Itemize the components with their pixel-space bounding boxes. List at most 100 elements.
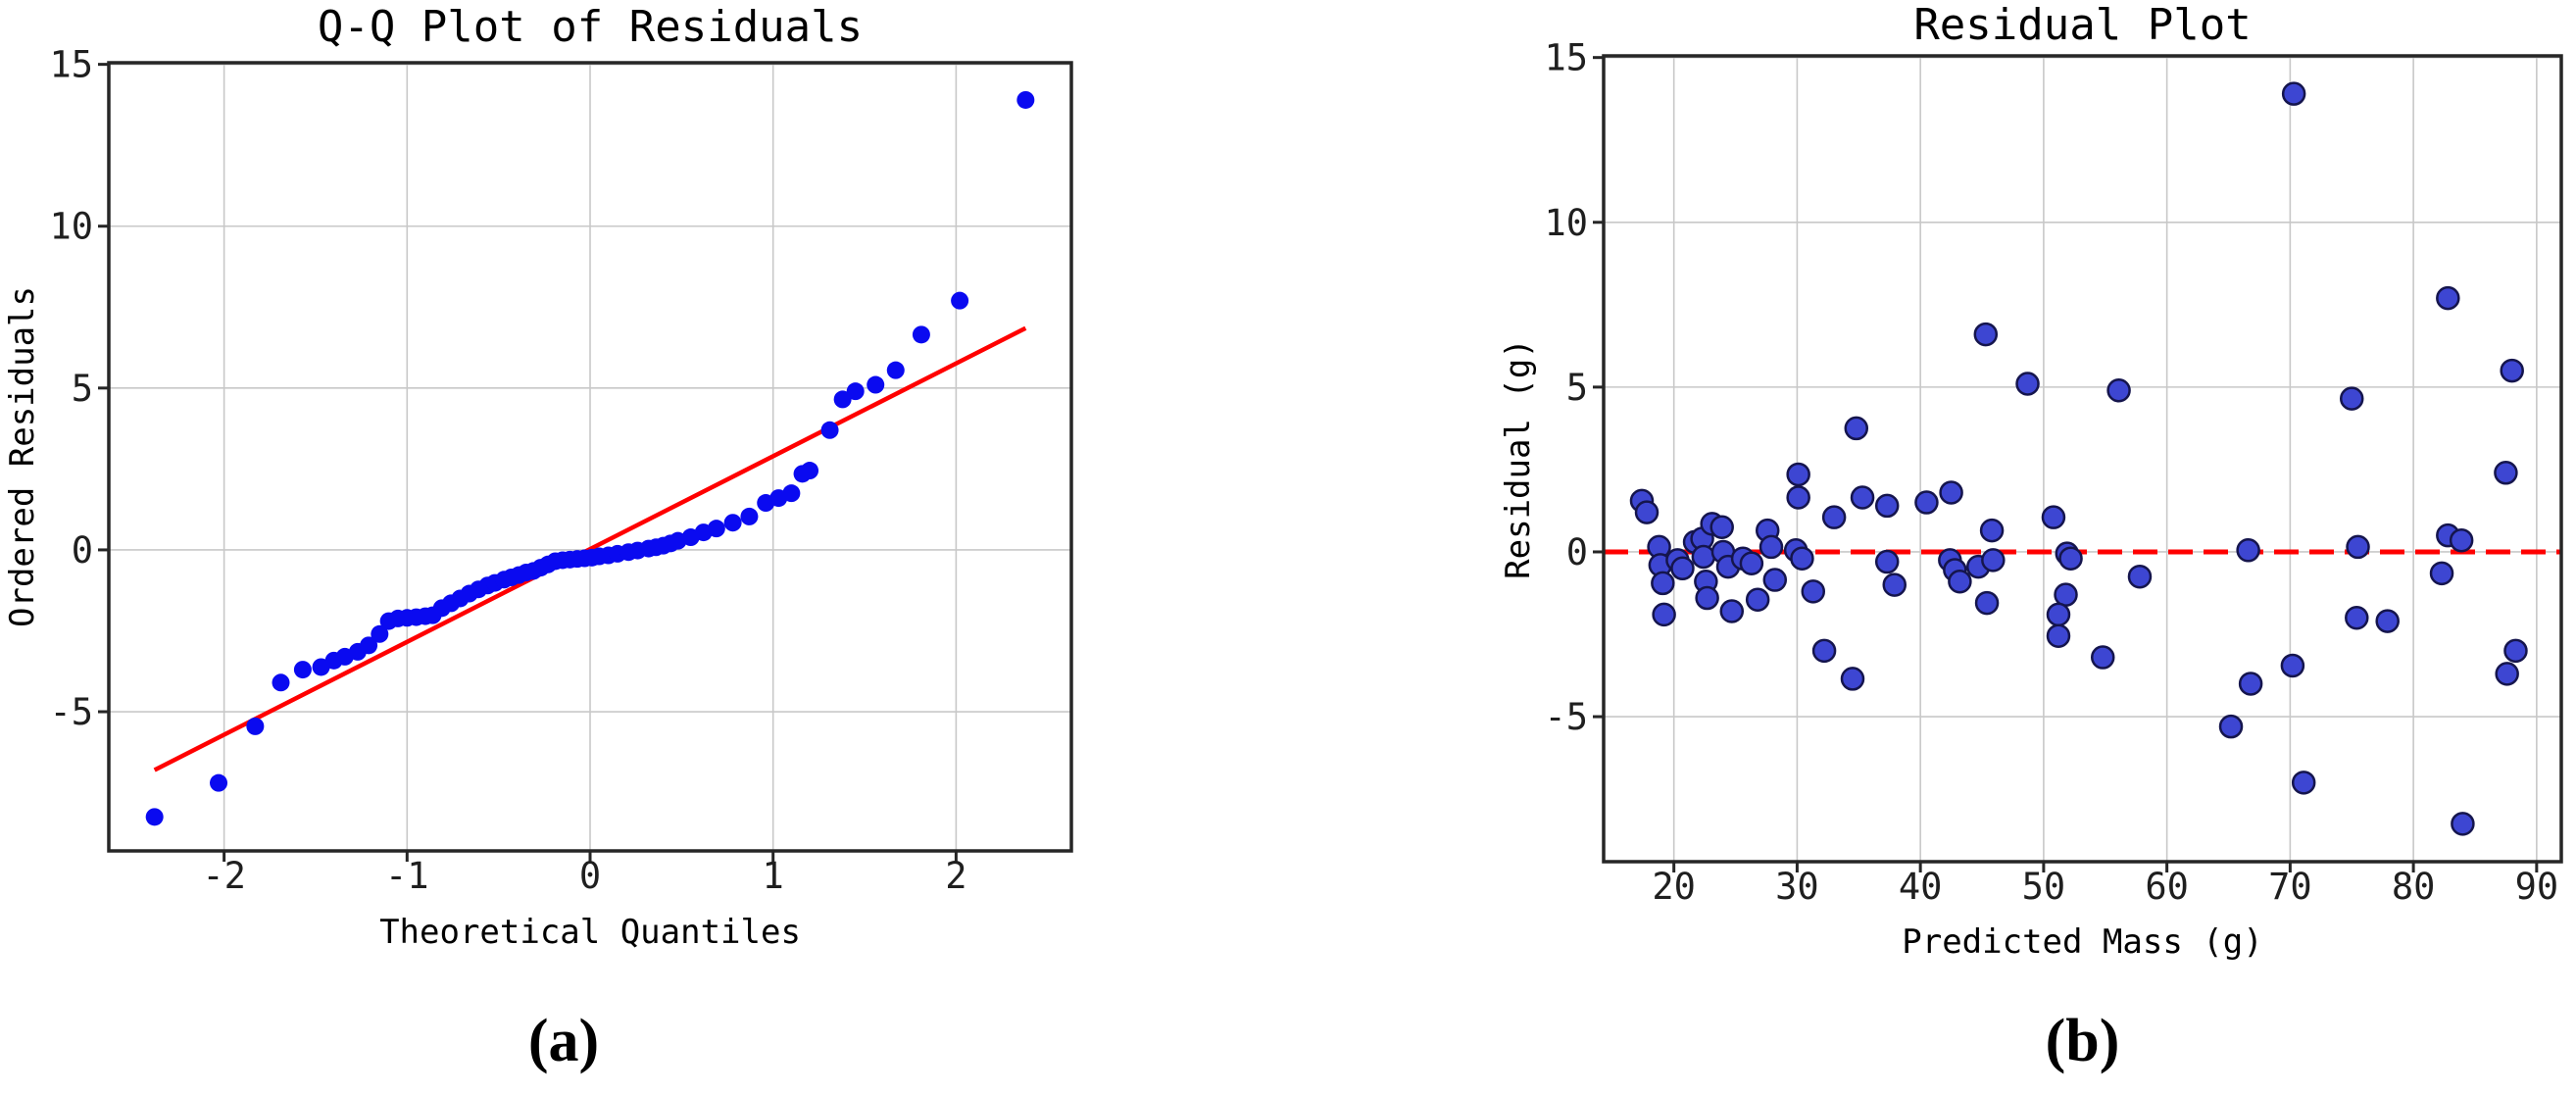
scatter-point [2451, 812, 2475, 836]
scatter-point [1719, 599, 1745, 623]
scatter-point [2503, 638, 2528, 664]
x-tick-label: 80 [2392, 866, 2436, 908]
scatter-point [1695, 585, 1719, 611]
scatter-point [707, 520, 725, 538]
scatter-point [272, 673, 290, 692]
scatter-point [2058, 546, 2083, 571]
scatter-point [2238, 672, 2263, 696]
scatter-point [2046, 623, 2071, 648]
scatter-point [1790, 546, 1814, 571]
x-tick-label: 0 [579, 855, 601, 897]
scatter-point [846, 382, 865, 401]
resid-tick-labels: 20 30 40 50 60 70 80 90 -5 0 5 10 15 [1544, 37, 2558, 908]
y-tick-label: 5 [1566, 367, 1588, 409]
scatter-point [2495, 662, 2519, 686]
scatter-point [2046, 602, 2071, 627]
scatter-point [951, 291, 969, 310]
scatter-point [2041, 505, 2066, 529]
scatter-point [912, 325, 930, 344]
x-tick-label: -1 [385, 855, 429, 897]
scatter-point [145, 808, 164, 826]
scatter-point [1939, 480, 1963, 505]
scatter-point [2291, 771, 2316, 795]
resid-y-axis-label: Residual (g) [1499, 338, 1538, 579]
x-tick-label: 30 [1775, 866, 1819, 908]
scatter-point [1786, 462, 1810, 487]
scatter-point [1981, 548, 2006, 572]
scatter-point [1811, 638, 1837, 664]
scatter-point [1914, 490, 1939, 515]
scatter-point [833, 390, 852, 409]
resid-title: Residual Plot [1913, 0, 2251, 50]
y-tick-label: -5 [1544, 696, 1588, 738]
scatter-point [2218, 714, 2244, 739]
scatter-point [2054, 582, 2078, 607]
scatter-point [1745, 587, 1770, 612]
scatter-point [360, 636, 378, 655]
x-tick-label: 50 [2022, 866, 2066, 908]
scatter-point [1979, 518, 2005, 543]
scatter-point [1016, 90, 1035, 109]
y-tick-label: 0 [1566, 531, 1588, 573]
qq-ticks [98, 63, 958, 862]
scatter-point [867, 375, 885, 394]
scatter-point [1874, 493, 1900, 519]
scatter-point [1709, 515, 1734, 540]
subfigure-caption-a: (a) [527, 1008, 600, 1074]
scatter-point [2449, 527, 2474, 553]
x-tick-label: 60 [2145, 866, 2189, 908]
scatter-point [2494, 461, 2518, 485]
scatter-point [886, 361, 905, 379]
resid-plot-frame [1602, 54, 2563, 864]
resid-gridlines [1604, 56, 2561, 862]
scatter-point [1973, 322, 1999, 347]
scatter-point [2339, 386, 2364, 411]
scatter-point [2500, 358, 2524, 383]
scatter-point [1974, 590, 2000, 616]
x-tick-label: 1 [763, 855, 784, 897]
scatter-point [2106, 377, 2131, 403]
scatter-point [1739, 551, 1764, 575]
y-tick-label: 10 [1544, 202, 1588, 244]
scatter-point [246, 717, 265, 735]
scatter-point [2015, 372, 2040, 396]
scatter-point [740, 507, 759, 525]
resid-ticks [1593, 56, 2539, 872]
scatter-point [1691, 544, 1716, 570]
scatter-point [1652, 602, 1676, 627]
x-tick-label: 2 [945, 855, 966, 897]
scatter-point [2280, 653, 2305, 678]
y-tick-label: 5 [72, 368, 93, 410]
scatter-point [1850, 485, 1875, 510]
x-tick-label: 40 [1899, 866, 1943, 908]
scatter-point [2281, 81, 2306, 106]
resid-data-points [1629, 81, 2528, 836]
scatter-point [1801, 579, 1826, 604]
qq-tick-labels: -2 -1 0 1 2 -5 0 5 10 15 [49, 44, 966, 897]
scatter-point [1821, 505, 1847, 529]
x-tick-label: -2 [202, 855, 246, 897]
scatter-point [210, 773, 228, 792]
y-tick-label: 0 [72, 529, 93, 572]
qq-data-points [145, 90, 1035, 826]
scatter-point [2127, 564, 2153, 589]
subfigure-caption-b: (b) [2045, 1008, 2120, 1074]
qq-y-axis-label: Ordered Residuals [3, 286, 42, 627]
scatter-point [2346, 534, 2370, 560]
scatter-point [1874, 549, 1900, 574]
scatter-point [1786, 485, 1810, 510]
qq-plot: -2 -1 0 1 2 -5 0 5 10 15 Q-Q Plot of Residuals Theo… [3, 2, 1073, 952]
x-tick-label: 20 [1652, 866, 1696, 908]
scatter-point [1762, 568, 1788, 592]
scatter-point [1651, 571, 1675, 596]
scatter-point [723, 514, 742, 532]
y-tick-label: 10 [49, 206, 93, 248]
scatter-point [782, 484, 801, 503]
scatter-point [2345, 605, 2369, 630]
scatter-point [1882, 572, 1907, 597]
qq-title: Q-Q Plot of Residuals [318, 2, 863, 52]
resid-plot: 20 30 40 50 60 70 80 90 -5 0 5 10 15 Residual Plot Pre… [1499, 0, 2563, 962]
scatter-point [1840, 667, 1865, 691]
